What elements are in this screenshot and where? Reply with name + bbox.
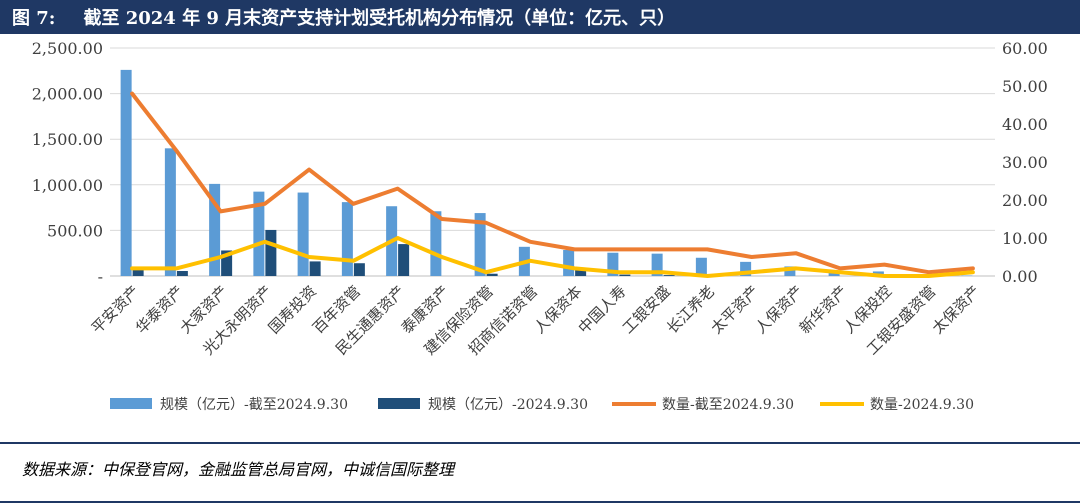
bar-scale-total <box>695 257 707 276</box>
bar-scale-total <box>341 202 353 276</box>
category-label: 工银安盛 <box>619 282 674 337</box>
legend-label: 数量-截至2024.9.30 <box>662 397 794 413</box>
right-axis-tick-label: 60.00 <box>1002 39 1048 58</box>
line-count-total <box>130 91 975 275</box>
bar-scale-new <box>309 261 321 276</box>
figure-title: 截至 2024 年 9 月末资产支持计划受托机构分布情况（单位：亿元、只） <box>83 8 676 29</box>
left-axis-tick-label: 500.00 <box>47 221 103 240</box>
divider-rule <box>0 442 1080 444</box>
legend-swatch-bar <box>110 398 152 409</box>
bar-scale-total <box>828 272 840 276</box>
bar-scale-total <box>164 148 176 276</box>
left-axis-tick-label: - <box>98 267 103 286</box>
right-axis-tick-label: 30.00 <box>1002 153 1048 172</box>
category-label: 人保资产 <box>752 282 807 337</box>
bar-scale-new <box>353 263 365 276</box>
right-axis-tick-label: 50.00 <box>1002 77 1048 96</box>
category-label: 华泰资产 <box>132 282 187 337</box>
data-source-note: 数据来源：中保登官网，金融监管总局官网，中诚信国际整理 <box>22 460 455 479</box>
line-count-new <box>130 236 975 278</box>
bar-scale-new <box>132 269 144 276</box>
bar-scale-total <box>120 69 132 276</box>
legend-label: 数量-2024.9.30 <box>870 397 974 413</box>
legend-label: 规模（亿元）-2024.9.30 <box>428 397 588 413</box>
right-axis-tick-label: 40.00 <box>1002 115 1048 134</box>
bar-scale-new <box>619 274 631 276</box>
category-label: 新华资产 <box>796 282 851 337</box>
bar-scale-total <box>651 253 663 276</box>
bar-scale-new <box>221 250 233 276</box>
category-label: 太平资产 <box>707 282 762 337</box>
bar-scale-total <box>607 252 619 276</box>
bar-scale-new <box>176 270 188 276</box>
bar-scale-total <box>740 261 752 276</box>
left-axis-tick-label: 1,500.00 <box>32 130 103 149</box>
category-label: 国寿投资 <box>265 282 320 337</box>
bar-scale-new <box>398 244 410 276</box>
bottom-rule <box>0 501 1080 503</box>
category-label: 太保资产 <box>929 282 984 337</box>
bar-scale-total <box>297 192 309 276</box>
right-axis-tick-label: 0.00 <box>1002 267 1038 286</box>
figure-number: 图 7: <box>12 8 56 29</box>
bar-scale-total <box>253 191 265 276</box>
right-axis-tick-label: 20.00 <box>1002 191 1048 210</box>
legend-swatch-bar <box>378 398 420 409</box>
bar-scale-new <box>575 269 587 276</box>
category-label: 平安资产 <box>88 282 143 337</box>
bar-scale-total <box>784 266 796 276</box>
bar-scale-total <box>430 211 442 276</box>
category-label: 长江养老 <box>663 282 718 337</box>
left-axis-tick-label: 1,000.00 <box>32 176 103 195</box>
chart: - 500.00 1,000.00 1,500.00 2,000.00 2,500.00 0… <box>32 39 1048 413</box>
left-axis-tick-label: 2,000.00 <box>32 85 103 104</box>
bar-scale-new <box>486 273 498 276</box>
bar-scale-new <box>265 229 277 276</box>
left-axis-tick-label: 2,500.00 <box>32 39 103 58</box>
category-label: 人保资本 <box>530 282 585 337</box>
bar-scale-total <box>209 183 221 276</box>
legend-label: 规模（亿元）-截至2024.9.30 <box>160 397 348 413</box>
bar-scale-total <box>474 213 486 276</box>
right-axis-tick-label: 10.00 <box>1002 229 1048 248</box>
category-label: 中国人寿 <box>575 282 630 337</box>
bar-scale-new <box>663 275 675 276</box>
figure-title-bar: 图 7: 截至 2024 年 9 月末资产支持计划受托机构分布情况（单位：亿元、… <box>0 0 1080 34</box>
bar-scale-total <box>563 250 575 276</box>
